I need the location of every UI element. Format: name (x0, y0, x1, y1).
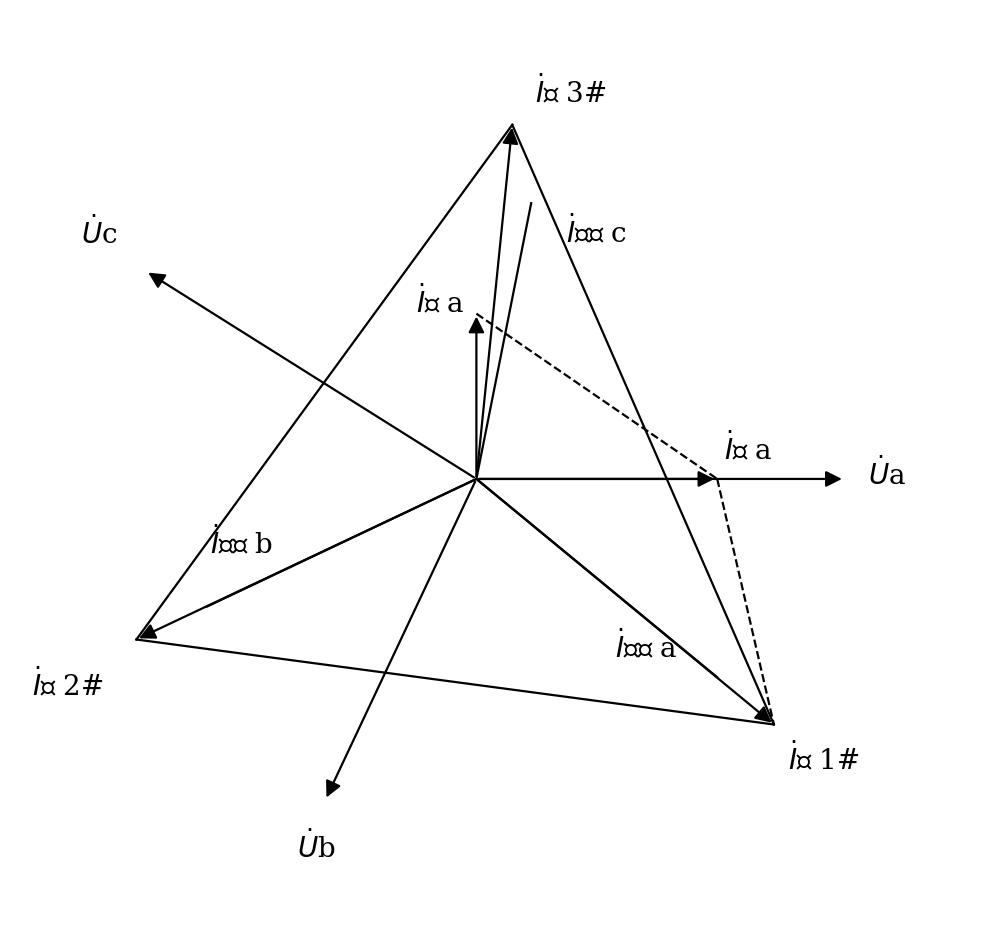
Text: $\dot{U}$c: $\dot{U}$c (81, 217, 118, 251)
Text: $\dot{I}$补后 c: $\dot{I}$补后 c (566, 215, 627, 248)
Text: $\dot{I}$极 1#: $\dot{I}$极 1# (788, 742, 860, 776)
Text: $\dot{I}$补 a: $\dot{I}$补 a (416, 285, 465, 318)
Text: $\dot{U}$b: $\dot{U}$b (297, 830, 335, 864)
Text: $\dot{I}$补后 b: $\dot{I}$补后 b (210, 526, 273, 560)
Text: $\dot{I}$低 a: $\dot{I}$低 a (724, 432, 772, 466)
Text: $\dot{I}$补后 a: $\dot{I}$补后 a (615, 630, 678, 664)
Text: $\dot{U}$a: $\dot{U}$a (868, 457, 906, 491)
Text: $\dot{I}$极 2#: $\dot{I}$极 2# (32, 668, 103, 701)
Text: $\dot{I}$极 3#: $\dot{I}$极 3# (535, 75, 607, 109)
